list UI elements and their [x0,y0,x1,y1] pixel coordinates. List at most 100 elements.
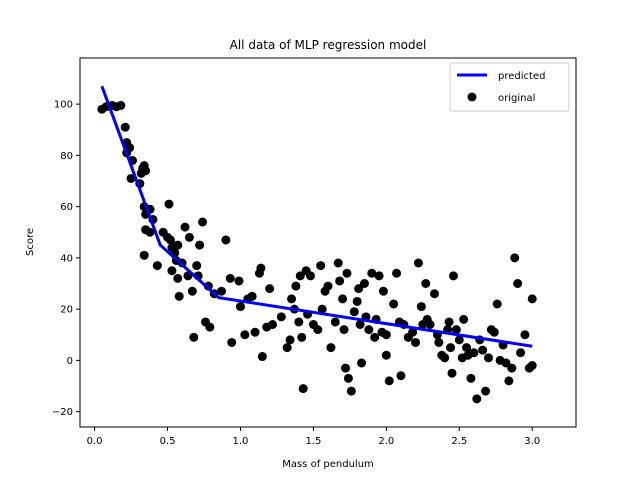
data-point-original-89 [339,325,349,335]
data-point-original-47 [205,322,215,332]
data-point-original-50 [221,235,231,245]
data-point-original-110 [384,376,394,386]
data-point-original-111 [389,299,399,309]
plot-area [97,85,537,404]
axis-ticks: 0.0 0.5 1.0 1.5 2.0 2.5 3.0 −20 0 20 40 60 80 100 [52,100,540,447]
data-point-original-117 [408,327,418,337]
data-point-original-63 [265,284,275,294]
data-point-original-33 [173,273,183,283]
data-point-original-57 [247,291,257,301]
data-point-original-158 [516,348,526,358]
y-tick-label: 20 [60,305,73,316]
data-point-original-105 [374,271,384,281]
data-point-original-149 [489,327,499,337]
data-point-original-43 [195,240,205,250]
data-point-original-108 [381,330,391,340]
data-point-original-36 [180,222,190,232]
data-point-original-58 [250,327,260,337]
data-point-original-134 [448,271,458,281]
data-point-original-53 [234,276,244,286]
x-tick-label: 1.0 [233,436,249,447]
data-point-original-20 [139,250,149,260]
data-point-original-41 [192,261,202,271]
data-point-original-143 [472,394,482,404]
data-point-original-21 [145,227,155,237]
data-point-original-5 [120,122,130,132]
data-point-original-52 [227,337,237,347]
data-point-original-135 [451,325,461,335]
data-point-original-162 [527,361,537,370]
data-point-original-107 [378,286,388,296]
data-point-original-131 [444,317,454,327]
data-point-original-88 [338,294,348,304]
legend: predicted original [449,62,570,112]
data-point-original-39 [187,286,197,296]
data-point-original-119 [413,258,423,268]
data-point-original-51 [225,273,235,283]
data-point-original-44 [198,217,208,227]
data-point-original-129 [440,353,450,363]
data-point-original-102 [367,268,377,278]
data-point-original-38 [184,232,194,242]
data-point-original-112 [392,268,402,278]
data-point-original-103 [370,332,380,342]
y-axis-label: Score [25,228,36,256]
data-point-original-161 [527,294,537,304]
data-point-original-60 [256,263,266,273]
data-point-original-93 [346,386,356,396]
data-point-original-84 [326,343,336,353]
data-point-original-136 [454,335,464,345]
data-point-original-150 [492,299,502,309]
data-point-original-80 [316,261,326,271]
x-tick-label: 0.5 [160,436,176,447]
x-tick-label: 2.5 [451,436,467,447]
data-point-original-68 [287,294,297,304]
predicted-line [100,85,533,348]
data-point-original-73 [297,332,307,342]
data-point-original-122 [421,279,431,288]
data-point-original-87 [335,276,345,286]
data-point-original-127 [434,337,444,347]
data-point-original-156 [510,253,520,263]
legend-dot-marker [467,92,477,102]
data-point-original-26 [164,199,174,209]
data-point-original-147 [483,353,493,363]
data-point-original-40 [189,332,199,342]
data-point-original-65 [276,312,286,322]
y-tick-label: 0 [67,356,73,367]
chart-title: All data of MLP regression model [230,38,427,52]
data-point-original-34 [174,291,184,301]
y-tick-label: 80 [60,151,73,162]
y-tick-label: 40 [60,253,73,264]
data-point-original-98 [357,358,367,368]
data-point-original-155 [507,363,517,373]
y-tick-label: 100 [54,100,73,111]
data-point-original-66 [282,343,292,353]
data-point-original-138 [459,314,469,324]
legend-label-predicted: predicted [498,71,545,82]
data-point-original-99 [359,279,369,288]
data-point-original-157 [513,279,523,288]
data-point-original-70 [291,281,301,291]
data-point-original-61 [257,352,267,362]
data-point-original-74 [298,384,308,394]
data-point-original-146 [481,386,491,396]
data-point-original-141 [466,373,476,383]
data-point-original-15 [141,166,151,176]
data-point-original-142 [469,348,479,358]
data-point-original-49 [217,286,227,296]
data-point-original-55 [240,330,250,340]
data-point-original-120 [416,302,426,312]
data-point-original-91 [342,268,352,278]
data-point-original-139 [462,343,472,353]
data-point-original-71 [294,317,304,327]
x-tick-label: 3.0 [524,436,540,447]
data-point-original-27 [165,235,175,245]
data-point-original-8 [125,143,135,153]
legend-label-original: original [498,93,535,104]
data-point-original-145 [478,345,488,355]
data-point-original-109 [381,350,391,360]
data-point-original-9 [126,173,136,183]
data-point-original-77 [305,271,315,281]
